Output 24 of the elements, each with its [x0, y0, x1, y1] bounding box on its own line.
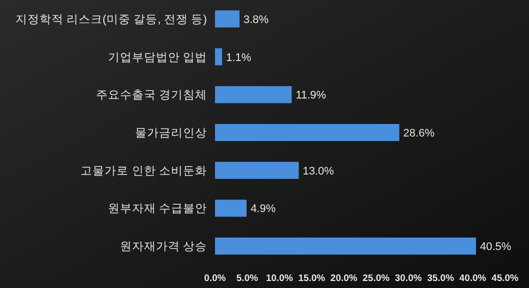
- x-tick-label: 5.0%: [236, 273, 259, 284]
- data-label: 11.9%: [296, 90, 326, 102]
- y-tick-label: 지정학적 리스크(미중 갈등, 전쟁 등): [15, 14, 208, 26]
- data-label: 28.6%: [403, 128, 435, 140]
- y-tick-label: 주요수출국 경기침체: [96, 88, 207, 102]
- x-tick-label: 35.0%: [427, 273, 455, 284]
- data-label: 40.5%: [480, 241, 512, 254]
- x-tick-label: 30.0%: [394, 273, 422, 284]
- y-tick-label: 기업부담법안 입법: [108, 52, 207, 64]
- data-label: 3.8%: [243, 14, 269, 26]
- x-tick-label: 25.0%: [362, 273, 390, 284]
- y-tick-label: 물가금리인상: [135, 128, 207, 140]
- data-label: 4.9%: [250, 203, 276, 216]
- y-tick-label: 고물가로 인한 소비둔화: [80, 165, 207, 178]
- x-tick-label: 0.0%: [204, 273, 226, 284]
- y-tick-label: 원부자재 수급불안: [108, 203, 207, 216]
- x-tick-label: 40.0%: [459, 273, 487, 284]
- y-tick-label: 원자재가격 상승: [120, 241, 207, 254]
- x-tick-label: 45.0%: [492, 273, 520, 284]
- data-label: 13.0%: [302, 165, 334, 178]
- x-tick-label: 10.0%: [266, 273, 294, 284]
- x-tick-label: 20.0%: [330, 273, 358, 284]
- x-tick-label: 15.0%: [298, 273, 326, 284]
- data-label: 1.1%: [226, 52, 252, 64]
